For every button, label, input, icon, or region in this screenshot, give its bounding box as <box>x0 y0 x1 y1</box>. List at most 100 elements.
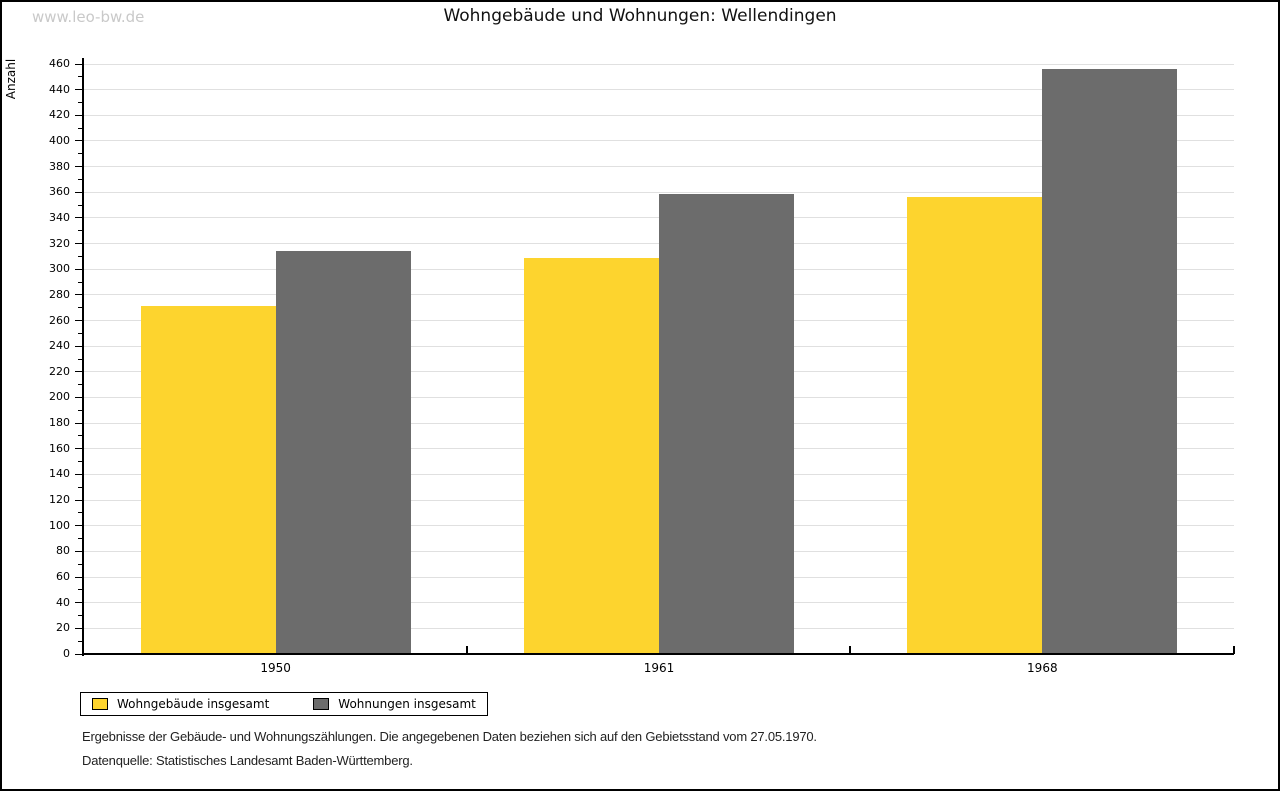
y-axis-major-tick <box>75 345 83 347</box>
x-axis-line <box>82 653 1234 655</box>
y-tick-label: 100 <box>49 518 70 532</box>
bar-wohngebaeude-1968 <box>907 197 1043 654</box>
y-axis-minor-tick <box>78 461 83 463</box>
y-axis-major-tick <box>75 448 83 450</box>
footnote-line-2: Datenquelle: Statistisches Landesamt Bad… <box>82 753 413 768</box>
x-category-label: 1968 <box>1027 661 1058 675</box>
x-axis-tick <box>849 646 852 654</box>
gridline <box>84 140 1234 142</box>
y-tick-label: 340 <box>49 210 70 224</box>
watermark: www.leo-bw.de <box>32 8 145 26</box>
y-axis-minor-tick <box>78 589 83 591</box>
gridline <box>84 191 1234 193</box>
y-axis-minor-tick <box>78 178 83 180</box>
y-axis-minor-tick <box>78 384 83 386</box>
y-tick-label: 380 <box>49 159 70 173</box>
y-axis-minor-tick <box>78 435 83 437</box>
y-axis-major-tick <box>75 166 83 168</box>
y-tick-label: 180 <box>49 416 70 430</box>
y-axis-major-tick <box>75 243 83 245</box>
y-axis-major-tick <box>75 371 83 373</box>
y-tick-label: 220 <box>49 364 70 378</box>
y-tick-label: 20 <box>56 621 70 635</box>
y-tick-label: 280 <box>49 287 70 301</box>
gridline <box>84 166 1234 168</box>
y-axis-minor-tick <box>78 512 83 514</box>
y-axis-minor-tick <box>78 230 83 232</box>
legend-label-wohnungen: Wohnungen insgesamt <box>338 697 476 711</box>
y-axis-major-tick <box>75 422 83 424</box>
legend: Wohngebäude insgesamt Wohnungen insgesam… <box>80 692 488 716</box>
y-axis-major-tick <box>75 140 83 142</box>
y-axis-minor-tick <box>78 563 83 565</box>
y-axis-major-tick <box>75 653 83 655</box>
y-axis-minor-tick <box>78 615 83 617</box>
y-axis-major-tick <box>75 550 83 552</box>
y-tick-label: 420 <box>49 108 70 122</box>
x-axis-tick <box>1232 646 1235 654</box>
bar-wohnungen-1968 <box>1042 69 1178 654</box>
gridline <box>84 114 1234 116</box>
page-title: Wohngebäude und Wohnungen: Wellendingen <box>443 6 837 26</box>
y-axis-major-tick <box>75 602 83 604</box>
y-axis-major-tick <box>75 396 83 398</box>
gridline <box>84 89 1234 91</box>
y-axis-minor-tick <box>78 101 83 103</box>
y-axis-major-tick <box>75 525 83 527</box>
y-tick-label: 0 <box>63 647 70 660</box>
y-axis-major-tick <box>75 320 83 322</box>
y-axis-major-tick <box>75 89 83 91</box>
y-axis-minor-tick <box>78 255 83 257</box>
y-axis-major-tick <box>75 114 83 116</box>
y-tick-label: 240 <box>49 339 70 353</box>
x-category-label: 1950 <box>260 661 291 675</box>
y-axis-minor-tick <box>78 76 83 78</box>
y-axis-minor-tick <box>78 153 83 155</box>
legend-swatch-wohngebaeude <box>92 698 108 710</box>
legend-swatch-wohnungen <box>313 698 330 710</box>
y-tick-label: 140 <box>49 467 70 481</box>
y-tick-label: 400 <box>49 133 70 147</box>
y-axis-major-tick <box>75 473 83 475</box>
y-tick-label: 200 <box>49 390 70 404</box>
x-axis-tick <box>465 646 468 654</box>
y-axis-minor-tick <box>78 307 83 309</box>
y-tick-label: 120 <box>49 493 70 507</box>
y-axis-minor-tick <box>78 358 83 360</box>
y-tick-label: 300 <box>49 262 70 276</box>
bar-wohngebaeude-1950 <box>140 306 276 654</box>
y-axis-major-tick <box>75 63 83 65</box>
y-tick-label: 40 <box>56 595 70 609</box>
y-axis-major-tick <box>75 191 83 193</box>
y-tick-label: 260 <box>49 313 70 327</box>
y-axis-minor-tick <box>78 332 83 334</box>
gridline <box>84 63 1234 65</box>
y-tick-label: 460 <box>49 57 70 70</box>
y-axis-major-tick <box>75 576 83 578</box>
y-axis-minor-tick <box>78 486 83 488</box>
y-tick-label: 80 <box>56 544 70 558</box>
y-tick-label: 320 <box>49 236 70 250</box>
y-tick-label: 60 <box>56 570 70 584</box>
footnote-line-1: Ergebnisse der Gebäude- und Wohnungszähl… <box>82 729 817 744</box>
y-axis-major-tick <box>75 627 83 629</box>
bar-wohngebaeude-1961 <box>524 257 659 654</box>
bar-wohnungen-1961 <box>659 193 794 654</box>
bar-wohnungen-1950 <box>275 251 411 654</box>
legend-item-wohnungen: Wohnungen insgesamt <box>313 697 476 711</box>
y-axis-major-tick <box>75 268 83 270</box>
y-axis-minor-tick <box>78 640 83 642</box>
y-axis-minor-tick <box>78 538 83 540</box>
y-axis-minor-tick <box>78 281 83 283</box>
y-tick-label: 360 <box>49 185 70 199</box>
y-tick-label: 440 <box>49 82 70 96</box>
y-axis-line <box>82 58 84 656</box>
y-axis-major-tick <box>75 294 83 296</box>
y-axis-minor-tick <box>78 204 83 206</box>
y-axis-minor-tick <box>78 127 83 129</box>
legend-item-wohngebaeude: Wohngebäude insgesamt <box>92 697 269 711</box>
legend-label-wohngebaeude: Wohngebäude insgesamt <box>117 697 270 711</box>
x-category-label: 1961 <box>643 661 675 675</box>
